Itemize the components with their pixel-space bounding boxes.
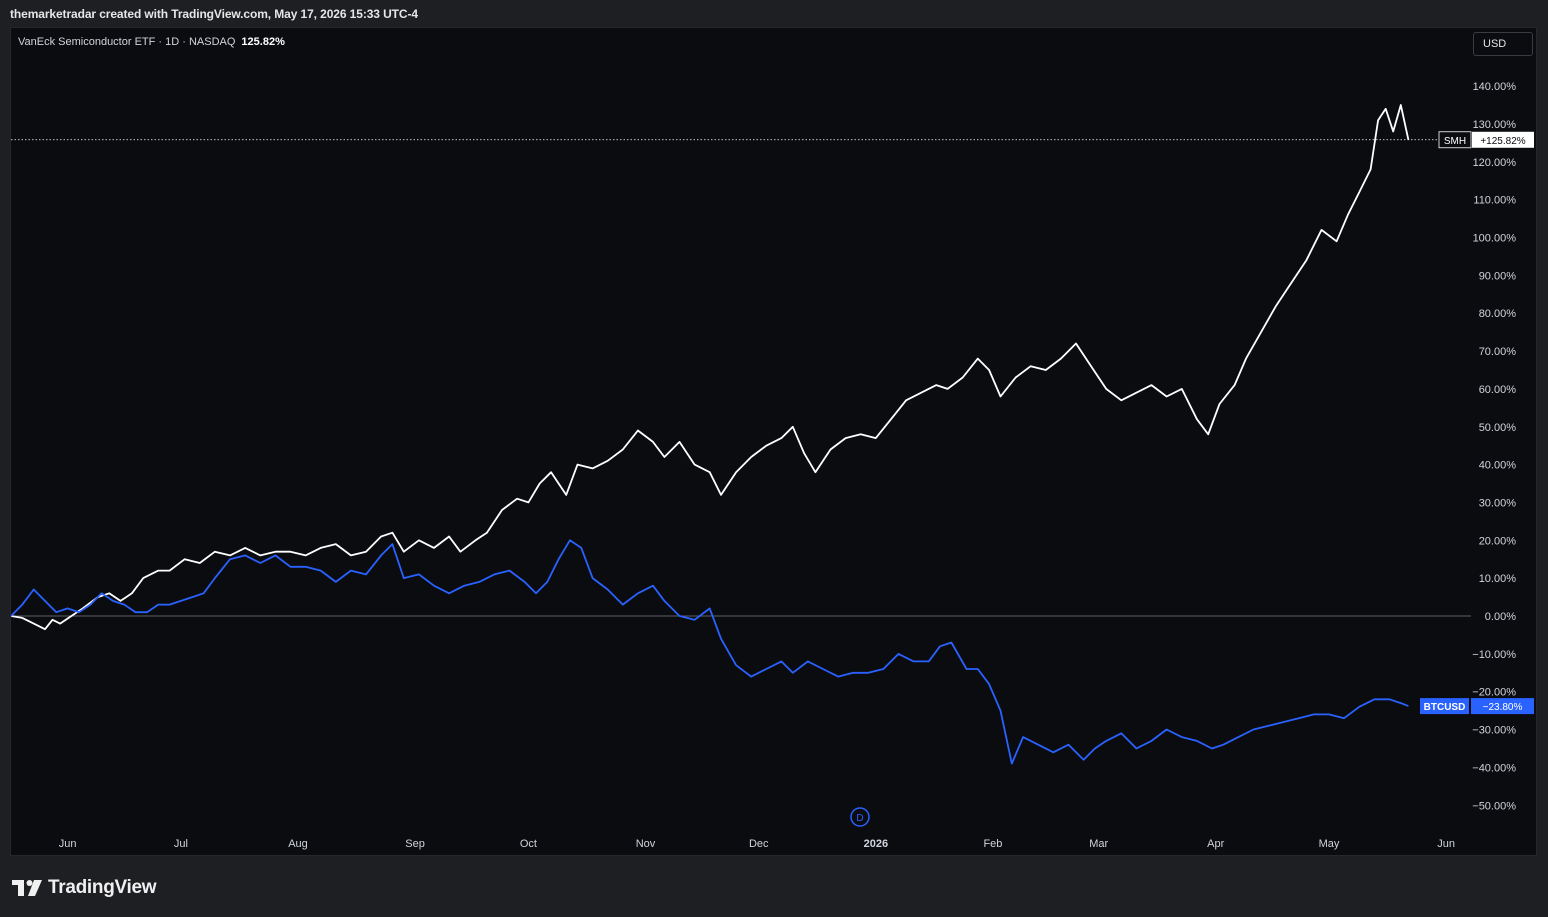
x-tick-label: Jul xyxy=(174,838,188,850)
smh-value-tag xyxy=(1472,131,1534,148)
y-tick-label: 20.00% xyxy=(1479,535,1517,547)
x-tick-label: Nov xyxy=(636,838,656,850)
y-tick-label: −10.00% xyxy=(1472,649,1516,661)
series-line-btcusd[interactable] xyxy=(11,539,1409,765)
smh-value-label: +125.82% xyxy=(1480,136,1525,147)
btc-symbol-tag xyxy=(1420,698,1469,715)
y-tick-label: 100.00% xyxy=(1473,233,1517,245)
x-tick-label: Apr xyxy=(1207,838,1224,850)
y-tick-label: 0.00% xyxy=(1485,611,1516,623)
y-tick-label: 40.00% xyxy=(1479,460,1517,472)
y-tick-label: 50.00% xyxy=(1479,422,1517,434)
dividend-marker-letter: D xyxy=(856,813,863,824)
footer: TradingView xyxy=(0,857,1548,917)
x-tick-label: Aug xyxy=(288,838,308,850)
x-tick-label: Jun xyxy=(59,838,77,850)
x-tick-label: Jun xyxy=(1437,838,1455,850)
y-tick-label: 130.00% xyxy=(1473,119,1517,131)
y-tick-label: −30.00% xyxy=(1472,725,1516,737)
y-tick-label: 90.00% xyxy=(1479,270,1517,282)
x-tick-label: Mar xyxy=(1089,838,1108,850)
legend-value: 125.82% xyxy=(241,36,285,48)
y-tick-label: 120.00% xyxy=(1473,157,1517,169)
y-tick-label: 140.00% xyxy=(1473,81,1517,93)
y-tick-label: 70.00% xyxy=(1479,346,1517,358)
top-caption-bar: themarketradar created with TradingView.… xyxy=(0,0,1548,26)
symbol-legend[interactable]: VanEck Semiconductor ETF · 1D · NASDAQ 12… xyxy=(18,36,285,48)
y-tick-label: 60.00% xyxy=(1479,384,1517,396)
btc-value-tag xyxy=(1471,698,1534,715)
y-tick-label: −50.00% xyxy=(1472,800,1516,812)
chart-frame[interactable]: 140.00% 130.00% 120.00% 110.00% 100.00% 90.00… xyxy=(10,27,1537,856)
smh-symbol-tag xyxy=(1438,131,1472,149)
dividend-marker-icon[interactable] xyxy=(850,807,870,827)
brand-name: TradingView xyxy=(48,877,157,898)
chart-caption: themarketradar created with TradingView.… xyxy=(10,7,418,21)
y-tick-label: −20.00% xyxy=(1472,687,1516,699)
y-tick-label: 80.00% xyxy=(1479,308,1517,320)
tradingview-logo[interactable]: TradingView xyxy=(12,877,157,899)
y-tick-label: 10.00% xyxy=(1479,573,1517,585)
btc-symbol-label: BTCUSD xyxy=(1424,702,1466,713)
tradingview-logo-icon xyxy=(12,880,42,896)
y-tick-label: −40.00% xyxy=(1472,762,1516,774)
x-tick-label: Feb xyxy=(983,838,1002,850)
x-tick-label: Dec xyxy=(749,838,769,850)
price-chart[interactable]: 140.00% 130.00% 120.00% 110.00% 100.00% 90.00… xyxy=(11,28,1538,857)
currency-button[interactable]: USD xyxy=(1473,32,1533,56)
legend-symbol-info: VanEck Semiconductor ETF · 1D · NASDAQ xyxy=(18,36,236,48)
btc-value-label: −23.80% xyxy=(1483,702,1523,713)
y-tick-label: 30.00% xyxy=(1479,497,1517,509)
x-tick-label: 2026 xyxy=(864,838,888,850)
x-tick-label: Sep xyxy=(405,838,425,850)
x-tick-label: Oct xyxy=(520,838,537,850)
y-tick-label: 110.00% xyxy=(1473,195,1516,207)
x-tick-label: May xyxy=(1319,838,1340,850)
smh-symbol-label: SMH xyxy=(1444,136,1466,147)
series-line-smh[interactable] xyxy=(11,104,1410,631)
